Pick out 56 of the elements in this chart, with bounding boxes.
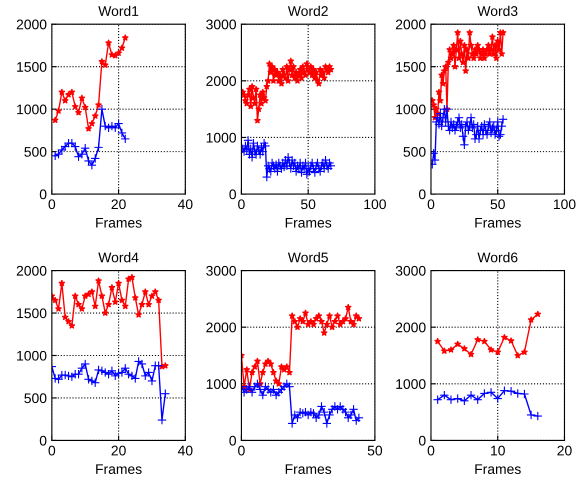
x-tick-label: 20 xyxy=(112,446,126,456)
x-tick-label: 50 xyxy=(300,199,316,210)
y-tick-label: 1000 xyxy=(396,379,426,389)
y-tick-label: 0 xyxy=(418,189,426,200)
y-tick-label: 1500 xyxy=(17,308,46,318)
chart-title: Word5 xyxy=(288,252,328,262)
y-tick-label: 0 xyxy=(40,189,46,200)
x-tick-label: 50 xyxy=(368,446,382,456)
y-tick-label: 2000 xyxy=(396,20,426,30)
y-tick-label: 0 xyxy=(229,189,236,200)
x-tick-label: 0 xyxy=(48,199,56,210)
y-tick-label: 1000 xyxy=(206,132,236,143)
x-axis-title: Frames xyxy=(286,464,332,474)
y-tick-label: 0 xyxy=(418,436,426,446)
y-tick-label: 2000 xyxy=(16,20,46,30)
x-tick-label: 0 xyxy=(48,446,56,456)
y-tick-label: 1000 xyxy=(396,104,426,114)
y-tick-label: 0 xyxy=(229,436,236,446)
x-tick-label: 0 xyxy=(238,446,245,456)
y-tick-label: 2000 xyxy=(206,76,236,86)
x-tick-label: 0 xyxy=(238,199,245,210)
y-tick-label: 1500 xyxy=(396,62,426,72)
x-tick-label: 100 xyxy=(554,199,576,210)
y-tick-label: 2000 xyxy=(396,322,426,332)
y-tick-label: 500 xyxy=(404,146,426,157)
y-tick-label: 3000 xyxy=(206,20,236,30)
x-axis-title: Frames xyxy=(96,218,142,228)
x-axis-title: Frames xyxy=(96,464,142,474)
chart-title: Word3 xyxy=(477,6,518,16)
chart-title: Word6 xyxy=(477,252,518,262)
x-tick-label: 0 xyxy=(428,199,434,210)
x-tick-label: 40 xyxy=(178,199,193,210)
y-tick-label: 1000 xyxy=(17,104,46,114)
y-tick-label: 1000 xyxy=(206,379,236,389)
x-axis-title: Frames xyxy=(475,218,521,228)
x-tick-label: 10 xyxy=(491,446,505,456)
y-tick-label: 2000 xyxy=(16,266,46,276)
x-tick-label: 50 xyxy=(490,199,505,210)
y-tick-label: 1500 xyxy=(17,62,46,72)
y-tick-label: 3000 xyxy=(206,266,236,276)
x-tick-label: 100 xyxy=(364,199,386,210)
y-tick-label: 1000 xyxy=(17,350,46,361)
y-tick-label: 500 xyxy=(24,393,46,404)
chart-title: Word1 xyxy=(98,6,138,16)
x-tick-label: 20 xyxy=(557,446,572,456)
x-tick-label: 0 xyxy=(428,446,434,456)
x-tick-label: 20 xyxy=(112,199,126,210)
y-tick-label: 500 xyxy=(24,146,46,157)
y-tick-label: 0 xyxy=(40,436,46,446)
chart-title: Word4 xyxy=(98,252,139,262)
x-axis-title: Frames xyxy=(475,464,521,474)
chart-title: Word2 xyxy=(288,6,328,16)
y-tick-label: 3000 xyxy=(396,266,426,276)
x-tick-label: 40 xyxy=(178,446,193,456)
y-tick-label: 2000 xyxy=(206,322,236,332)
x-axis-title: Frames xyxy=(286,218,332,228)
